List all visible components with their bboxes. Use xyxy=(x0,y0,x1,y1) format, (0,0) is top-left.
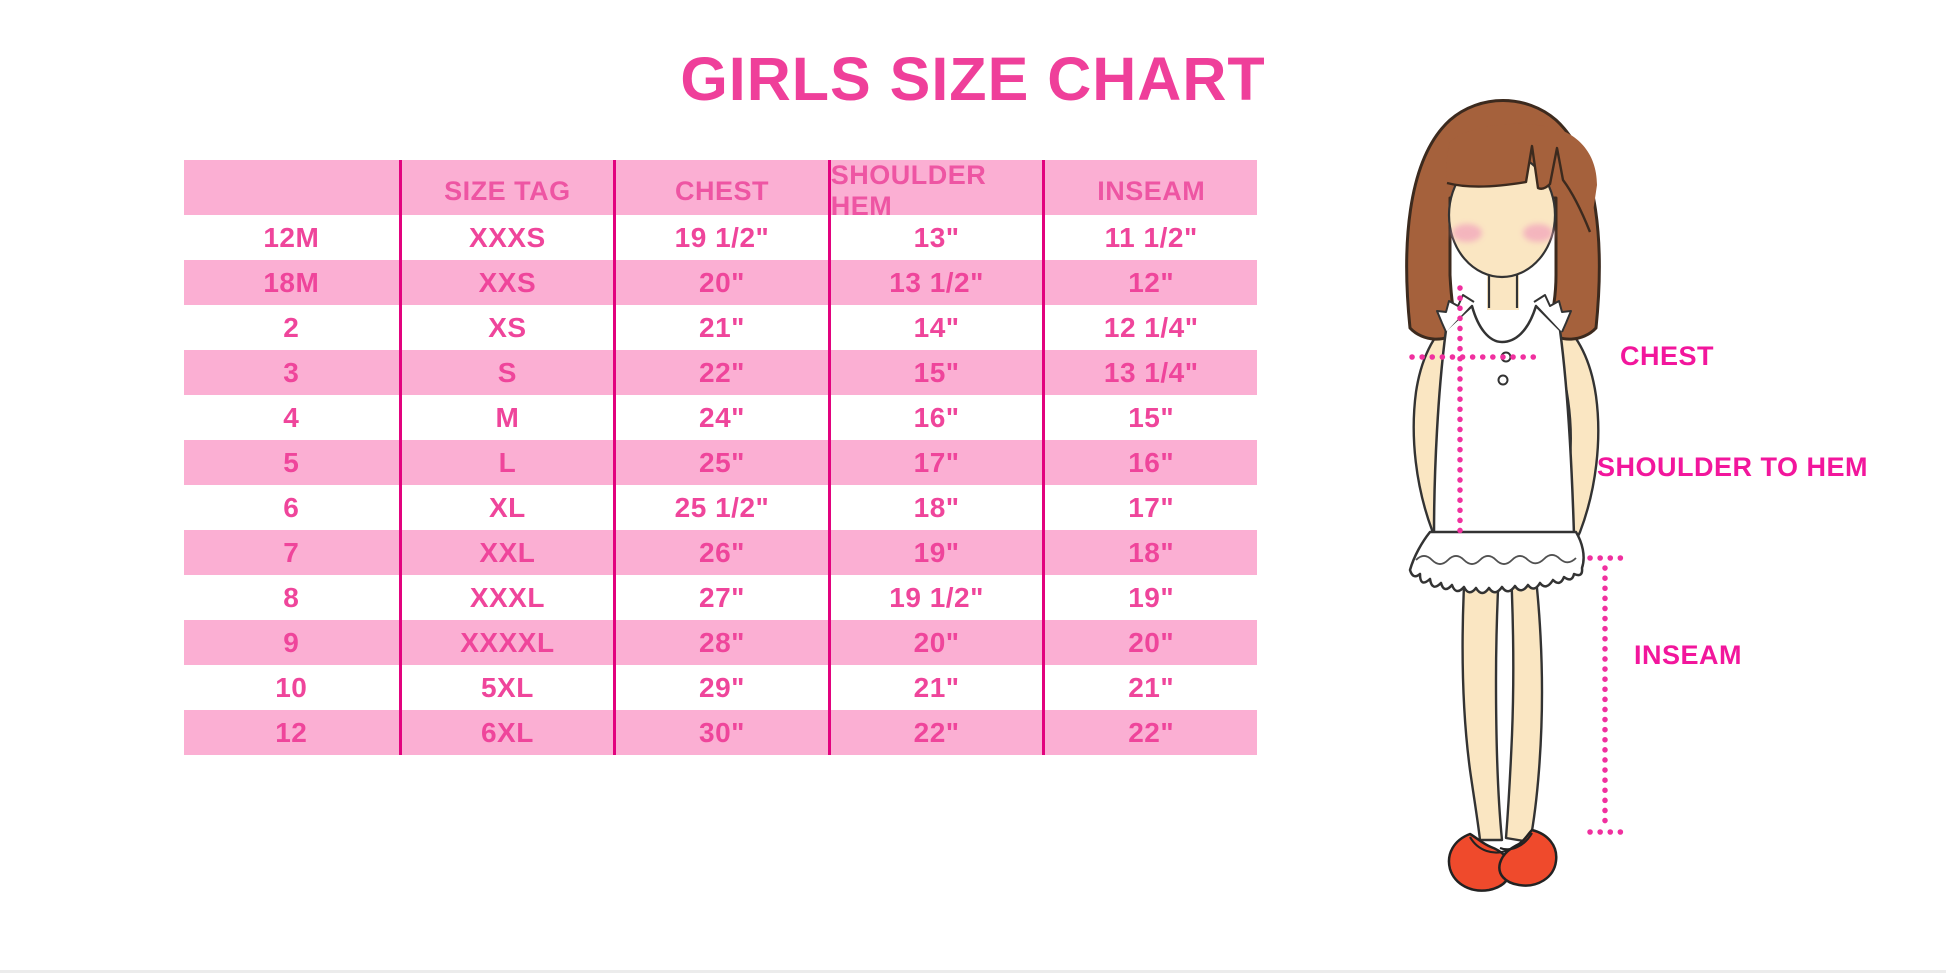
table-cell: XS xyxy=(398,305,614,350)
button xyxy=(1497,374,1509,386)
table-cell: 12 1/4" xyxy=(1042,305,1257,350)
table-cell: 28" xyxy=(613,620,828,665)
girl-legs xyxy=(1461,548,1544,844)
table-row: 2 XS 21" 14" 12 1/4" xyxy=(184,305,1257,350)
girl-shoes xyxy=(1447,828,1558,892)
table-cell: 20" xyxy=(1042,620,1257,665)
table-cell: 12M xyxy=(263,221,320,253)
table-cell: 9 xyxy=(283,626,300,658)
column-header: INSEAM xyxy=(1042,160,1257,222)
size-table: SIZE TAG CHEST SHOULDER HEM INSEAM 12M XXXS 1… xyxy=(184,160,1257,755)
inseam-label: INSEAM xyxy=(1634,640,1743,670)
table-cell: 25" xyxy=(613,440,828,485)
table-cell: 24" xyxy=(613,395,828,440)
table-cell: 19" xyxy=(827,530,1043,575)
column-header: SIZE TAG xyxy=(398,160,614,222)
table-cell: 27" xyxy=(613,575,828,620)
table-row: 9 XXXXL 28" 20" 20" xyxy=(184,620,1257,665)
table-cell: 5 xyxy=(283,446,300,478)
table-cell: 15" xyxy=(827,350,1043,395)
table-cell: 13" xyxy=(827,215,1043,260)
shoulder-ruffle-right xyxy=(1533,294,1572,333)
table-row: 3 S 22" 15" 13 1/4" xyxy=(184,350,1257,395)
table-cell: 30" xyxy=(613,710,828,755)
table-cell: 22" xyxy=(1042,710,1257,755)
table-cell: 18" xyxy=(827,485,1043,530)
table-cell: XXXL xyxy=(398,575,614,620)
column-header: SHOULDER HEM xyxy=(827,160,1043,222)
table-row: 7 XXL 26" 19" 18" xyxy=(184,530,1257,575)
girl-skirt xyxy=(1408,530,1585,595)
table-cell: XXL xyxy=(398,530,614,575)
table-cell: 3 xyxy=(283,356,300,388)
table-cell: 6XL xyxy=(398,710,614,755)
page-title: GIRLS SIZE CHART xyxy=(680,45,1266,113)
measurement-lines xyxy=(1409,285,1625,835)
table-header-row: SIZE TAG CHEST SHOULDER HEM INSEAM xyxy=(184,160,1257,222)
size-table-body: 12M XXXS 19 1/2" 13" 11 1/2" 18M XXS 20" 13 1/2"… xyxy=(184,215,1257,755)
table-cell: 21" xyxy=(827,665,1043,710)
table-cell: XXXXL xyxy=(398,620,614,665)
table-cell: 16" xyxy=(1042,440,1257,485)
table-cell: XL xyxy=(398,485,614,530)
table-cell: XXS xyxy=(398,260,614,305)
table-row: 12 6XL 30" 22" 22" xyxy=(184,710,1257,755)
table-cell: 6 xyxy=(283,491,300,523)
table-cell: 20" xyxy=(613,260,828,305)
girl-blush xyxy=(1452,224,1553,242)
table-cell: XXXS xyxy=(398,215,614,260)
shoulder-to-hem-label: SHOULDER TO HEM xyxy=(1597,452,1869,482)
table-cell: 16" xyxy=(827,395,1043,440)
table-cell: 18" xyxy=(1042,530,1257,575)
table-row: 18M XXS 20" 13 1/2" 12" xyxy=(184,260,1257,305)
image-bottom-edge xyxy=(0,970,1946,973)
table-cell: 11 1/2" xyxy=(1042,215,1257,260)
table-cell: 8 xyxy=(283,581,300,613)
table-cell: 22" xyxy=(613,350,828,395)
girl-illustration xyxy=(1405,99,1625,892)
table-cell: 12" xyxy=(1042,260,1257,305)
table-cell: 18M xyxy=(263,266,320,298)
table-cell: 13 1/4" xyxy=(1042,350,1257,395)
table-cell: M xyxy=(398,395,614,440)
table-cell: 14" xyxy=(827,305,1043,350)
table-cell: L xyxy=(398,440,614,485)
table-cell: 13 1/2" xyxy=(827,260,1043,305)
table-row: 4 M 24" 16" 15" xyxy=(184,395,1257,440)
table-cell: 25 1/2" xyxy=(613,485,828,530)
table-row: 8 XXXL 27" 19 1/2" 19" xyxy=(184,575,1257,620)
table-row: 10 5XL 29" 21" 21" xyxy=(184,665,1257,710)
table-cell: 26" xyxy=(613,530,828,575)
table-cell: 29" xyxy=(613,665,828,710)
chest-label: CHEST xyxy=(1620,341,1715,371)
table-cell: 17" xyxy=(1042,485,1257,530)
column-header: CHEST xyxy=(613,160,828,222)
table-cell: 2 xyxy=(283,311,300,343)
table-cell: 22" xyxy=(827,710,1043,755)
table-row: 12M XXXS 19 1/2" 13" 11 1/2" xyxy=(184,215,1257,260)
table-cell: 19 1/2" xyxy=(613,215,828,260)
table-cell: 20" xyxy=(827,620,1043,665)
table-cell: 21" xyxy=(1042,665,1257,710)
table-cell: 4 xyxy=(283,401,300,433)
table-cell: 7 xyxy=(283,536,300,568)
girl-top xyxy=(1432,294,1576,537)
table-cell: 21" xyxy=(613,305,828,350)
column-header xyxy=(184,160,399,222)
table-cell: 19" xyxy=(1042,575,1257,620)
girl-bangs xyxy=(1446,123,1597,233)
table-cell: 15" xyxy=(1042,395,1257,440)
table-cell: 19 1/2" xyxy=(827,575,1043,620)
table-row: 5 L 25" 17" 16" xyxy=(184,440,1257,485)
table-cell: 12 xyxy=(275,716,308,748)
table-cell: S xyxy=(398,350,614,395)
table-cell: 10 xyxy=(275,671,308,703)
table-cell: 5XL xyxy=(398,665,614,710)
table-cell: 17" xyxy=(827,440,1043,485)
table-row: 6 XL 25 1/2" 18" 17" xyxy=(184,485,1257,530)
